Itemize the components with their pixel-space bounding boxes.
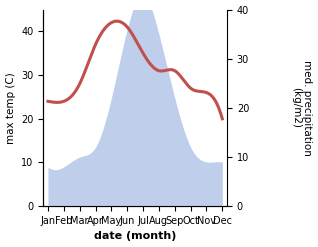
Y-axis label: med. precipitation
(kg/m2): med. precipitation (kg/m2): [291, 60, 313, 156]
X-axis label: date (month): date (month): [94, 231, 176, 242]
Y-axis label: max temp (C): max temp (C): [5, 72, 16, 144]
